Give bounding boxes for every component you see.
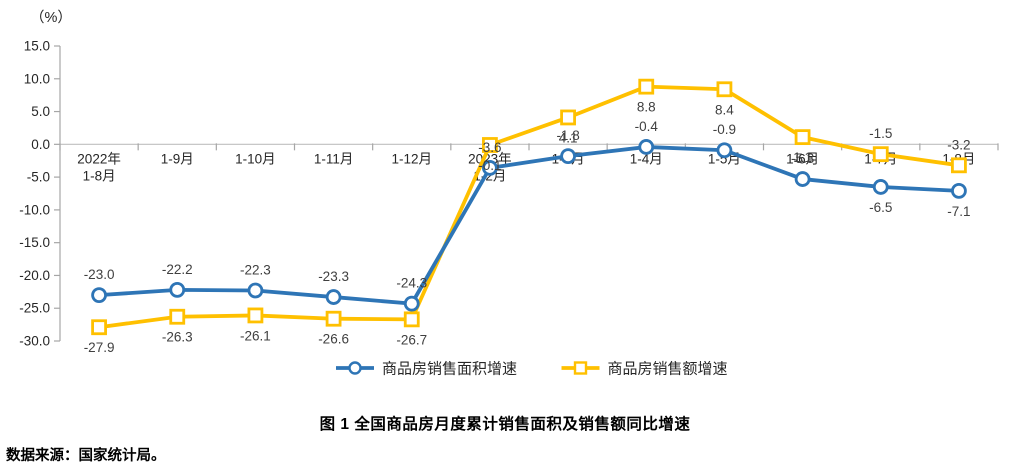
legend-label: 商品房销售面积增速 <box>382 361 517 378</box>
data-point-marker <box>716 81 733 98</box>
x-tick-label: 1-4月 <box>630 151 663 166</box>
data-source-note: 数据来源：国家统计局。 <box>6 448 166 464</box>
series-line-0 <box>97 145 961 306</box>
data-label: -0.9 <box>713 122 736 137</box>
data-point-marker <box>560 148 576 165</box>
y-tick-label: 10.0 <box>24 71 50 86</box>
y-tick-label: -5.0 <box>27 170 50 185</box>
y-tick-label: -10.0 <box>19 202 50 217</box>
data-point-marker <box>403 295 420 312</box>
y-axis-unit-label: （%） <box>30 9 72 26</box>
legend-marker <box>573 361 588 375</box>
x-tick-label: 1-11月 <box>314 151 354 166</box>
data-label: -0.4 <box>635 119 659 134</box>
data-label: -22.3 <box>240 263 271 278</box>
y-tick-label: -30.0 <box>19 334 50 349</box>
legend-label: 商品房销售额增速 <box>608 361 728 378</box>
data-label: -1.8 <box>556 128 579 143</box>
data-label: -26.1 <box>240 328 271 343</box>
x-tick-label: 2022年 <box>77 151 121 166</box>
data-label: -5.3 <box>791 151 814 166</box>
data-point-marker <box>482 160 498 176</box>
x-tick-label: 2023年 <box>468 151 512 166</box>
data-point-marker <box>482 137 498 153</box>
y-tick-label: 5.0 <box>31 104 50 119</box>
y-tick-label: -20.0 <box>19 268 50 283</box>
data-point-marker <box>638 78 655 95</box>
data-point-marker <box>91 287 107 304</box>
data-label: -3.6 <box>478 140 501 155</box>
data-label: -22.2 <box>162 262 193 277</box>
legend-marker <box>348 361 362 375</box>
data-point-marker <box>403 311 420 328</box>
data-label: -3.2 <box>947 137 970 152</box>
data-point-marker <box>951 182 967 199</box>
data-point-marker <box>247 282 264 299</box>
x-tick-label: 1-6月 <box>786 151 819 166</box>
data-label: -24.3 <box>396 276 427 291</box>
data-label: -26.6 <box>318 332 349 347</box>
data-point-marker <box>169 308 186 325</box>
data-point-marker <box>716 142 733 159</box>
data-label: 8.4 <box>715 102 734 117</box>
data-label: -23.3 <box>318 269 349 284</box>
data-label: -27.9 <box>84 340 115 355</box>
data-point-marker <box>951 157 967 174</box>
data-label: -0.1 <box>478 158 501 173</box>
data-point-marker <box>169 281 186 298</box>
data-label: -1.5 <box>869 126 892 141</box>
data-label: 1.1 <box>793 150 812 165</box>
data-point-marker <box>325 310 342 327</box>
y-tick-label: 15.0 <box>24 39 50 54</box>
data-point-marker <box>247 307 264 324</box>
legend: 商品房销售面积增速 商品房销售额增速 <box>336 361 728 378</box>
data-label: -23.0 <box>84 267 115 282</box>
chart-title: 图 1 全国商品房月度累计销售面积及销售额同比增速 <box>319 416 691 433</box>
data-label: 8.8 <box>637 100 656 115</box>
x-tick-label: 1-9月 <box>161 151 194 166</box>
data-point-marker <box>91 319 107 336</box>
axes: 15.0 10.0 5.0 0.0 -5.0 -10.0 -15.0 -20.0 -25.0 -3… <box>19 39 999 349</box>
data-point-marker <box>560 109 576 126</box>
data-point-marker <box>794 171 811 187</box>
data-point-marker <box>325 289 342 305</box>
series-lines <box>91 78 967 336</box>
legend-item: 商品房销售额增速 <box>561 361 728 378</box>
series-line-1 <box>97 84 961 330</box>
data-labels: -23.0 -22.2 -22.3 -23.3 -24.3 -3.6 -1.8 -0.4 -0.… <box>84 100 971 356</box>
y-tick-label: -15.0 <box>19 235 50 250</box>
data-label: 4.1 <box>559 130 578 145</box>
data-point-marker <box>638 139 655 155</box>
data-point-marker <box>872 179 889 195</box>
line-chart: （%） 15.0 10.0 5.0 0.0 -5.0 -10.0 -15.0 -20.0 -25… <box>19 9 999 378</box>
x-axis-labels: 2022年1-8月1-9月1-10月1-11月1-12月2023年1-2月1-3… <box>77 151 975 183</box>
data-label: -26.7 <box>396 332 427 347</box>
legend-item: 商品房销售面积增速 <box>336 361 517 378</box>
x-tick-label: 1-10月 <box>235 151 276 166</box>
data-label: -7.1 <box>947 204 970 219</box>
x-tick-label: 1-8月 <box>83 168 116 183</box>
y-tick-label: 0.0 <box>31 137 50 152</box>
data-point-marker <box>872 146 889 163</box>
x-tick-label: 1-12月 <box>391 151 432 166</box>
y-tick-label: -25.0 <box>19 301 50 316</box>
data-point-marker <box>794 129 811 146</box>
data-label: -6.5 <box>869 200 892 215</box>
data-label: -26.3 <box>162 330 193 345</box>
